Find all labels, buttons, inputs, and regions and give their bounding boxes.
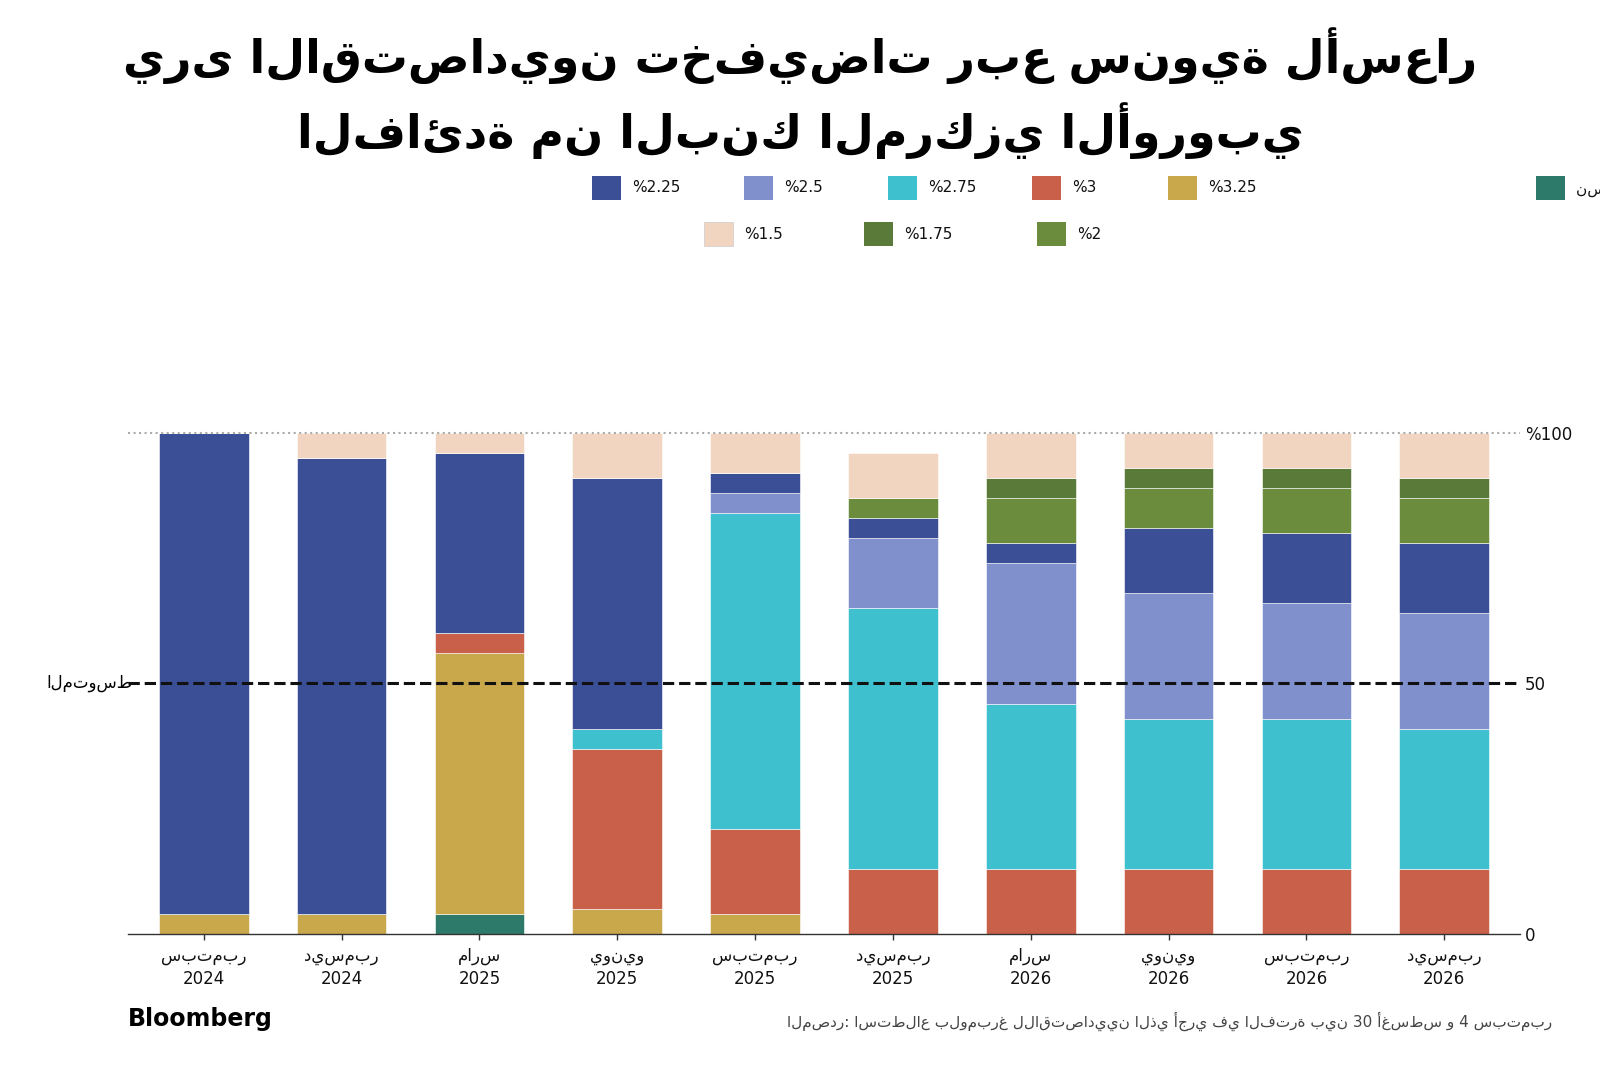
Text: المتوسط: المتوسط bbox=[46, 674, 133, 693]
Text: %2.75: %2.75 bbox=[928, 180, 976, 195]
Bar bbox=[435, 452, 525, 634]
Text: %1.75: %1.75 bbox=[904, 227, 952, 242]
Bar bbox=[1123, 593, 1213, 719]
Text: %1.5: %1.5 bbox=[744, 227, 782, 242]
Bar bbox=[573, 910, 662, 934]
Bar bbox=[1400, 728, 1490, 869]
Bar bbox=[986, 703, 1075, 869]
Bar bbox=[1123, 869, 1213, 934]
Bar bbox=[1123, 488, 1213, 527]
Bar bbox=[710, 512, 800, 829]
Bar bbox=[573, 728, 662, 749]
Bar bbox=[435, 653, 525, 914]
Bar bbox=[1400, 433, 1490, 478]
Bar bbox=[158, 914, 248, 934]
Text: %2: %2 bbox=[1077, 227, 1101, 242]
Bar bbox=[986, 543, 1075, 563]
Bar bbox=[986, 433, 1075, 478]
Bar bbox=[986, 563, 1075, 703]
Text: %3: %3 bbox=[1072, 180, 1096, 195]
Text: نسبة الاقتصاديين الذين يرون أسعار الفائدة عند: %3.5: نسبة الاقتصاديين الذين يرون أسعار الفائد… bbox=[1576, 178, 1600, 198]
Bar bbox=[1261, 533, 1350, 604]
Bar bbox=[298, 433, 387, 458]
Bar bbox=[435, 433, 525, 452]
Bar bbox=[573, 749, 662, 910]
Bar bbox=[848, 452, 938, 497]
Bar bbox=[848, 538, 938, 608]
Bar bbox=[848, 869, 938, 934]
Bar bbox=[1400, 869, 1490, 934]
Bar bbox=[298, 914, 387, 934]
Bar bbox=[573, 433, 662, 478]
Bar bbox=[1261, 467, 1350, 488]
Bar bbox=[1400, 478, 1490, 497]
Bar bbox=[158, 433, 248, 914]
Text: %2.25: %2.25 bbox=[632, 180, 680, 195]
Bar bbox=[435, 914, 525, 934]
Bar bbox=[986, 497, 1075, 543]
Text: %3.25: %3.25 bbox=[1208, 180, 1256, 195]
Bar bbox=[848, 518, 938, 538]
Bar bbox=[573, 478, 662, 728]
Text: %2.5: %2.5 bbox=[784, 180, 822, 195]
Bar bbox=[298, 458, 387, 914]
Bar bbox=[1123, 527, 1213, 593]
Bar bbox=[435, 634, 525, 653]
Bar bbox=[710, 473, 800, 493]
Bar bbox=[1123, 467, 1213, 488]
Bar bbox=[710, 493, 800, 512]
Bar bbox=[986, 869, 1075, 934]
Bar bbox=[848, 608, 938, 869]
Bar bbox=[1400, 613, 1490, 728]
Text: Bloomberg: Bloomberg bbox=[128, 1007, 274, 1031]
Bar bbox=[1261, 869, 1350, 934]
Bar bbox=[1261, 604, 1350, 719]
Bar bbox=[1123, 719, 1213, 869]
Text: الفائدة من البنك المركزي الأوروبي: الفائدة من البنك المركزي الأوروبي bbox=[296, 102, 1304, 159]
Bar bbox=[1261, 488, 1350, 533]
Bar bbox=[1261, 719, 1350, 869]
Bar bbox=[848, 497, 938, 518]
Bar bbox=[1261, 433, 1350, 467]
Bar bbox=[1400, 543, 1490, 613]
Bar bbox=[710, 914, 800, 934]
Text: يرى الاقتصاديون تخفيضات ربع سنوية لأسعار: يرى الاقتصاديون تخفيضات ربع سنوية لأسعار bbox=[123, 27, 1477, 84]
Bar bbox=[1400, 497, 1490, 543]
Bar bbox=[710, 433, 800, 473]
Bar bbox=[986, 478, 1075, 497]
Text: المصدر: استطلاع بلومبرغ للاقتصاديين الذي أجري في الفترة بين 30 أغسطس و 4 سبتمبر: المصدر: استطلاع بلومبرغ للاقتصاديين الذي… bbox=[787, 1012, 1552, 1031]
Bar bbox=[710, 829, 800, 914]
Bar bbox=[1123, 433, 1213, 467]
